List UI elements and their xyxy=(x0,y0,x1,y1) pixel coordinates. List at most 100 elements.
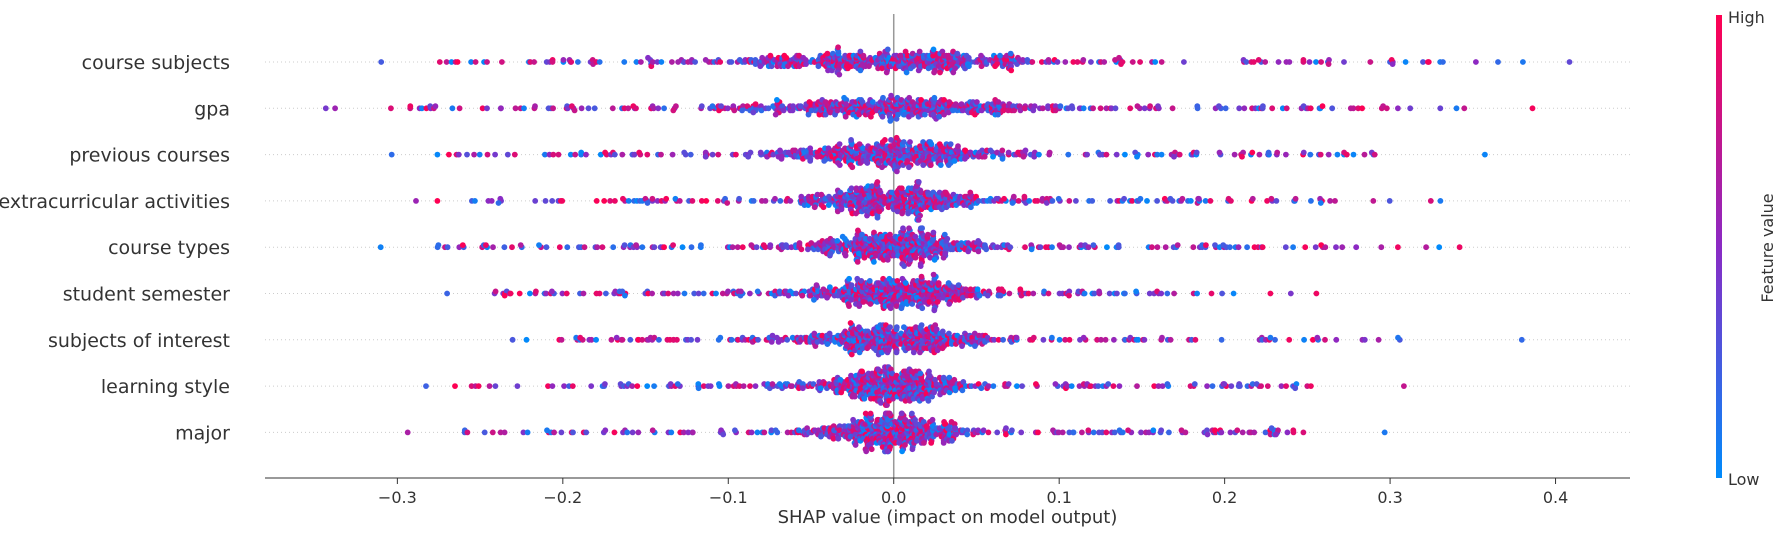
shap-point xyxy=(1319,103,1326,110)
shap-point xyxy=(926,372,933,379)
shap-point xyxy=(654,198,661,204)
shap-point xyxy=(731,107,738,114)
shap-point xyxy=(838,389,845,396)
shap-point xyxy=(909,301,916,307)
shap-point xyxy=(836,141,843,148)
shap-point xyxy=(492,383,499,389)
shap-point xyxy=(941,97,947,103)
shap-point xyxy=(1104,244,1110,251)
shap-point xyxy=(1084,151,1090,158)
shap-point xyxy=(995,111,1001,118)
shap-point xyxy=(1249,149,1256,156)
shap-point xyxy=(560,57,567,63)
shap-point xyxy=(1009,200,1016,206)
shap-point xyxy=(1482,151,1488,158)
shap-point xyxy=(703,198,710,204)
shap-point xyxy=(900,225,906,232)
shap-point xyxy=(1134,103,1141,110)
shap-point xyxy=(1141,336,1148,343)
shap-point xyxy=(1370,198,1377,204)
shap-point xyxy=(1318,59,1324,65)
shap-point xyxy=(871,229,877,236)
shap-point xyxy=(1278,383,1285,389)
shap-point xyxy=(962,155,968,162)
shap-point xyxy=(946,330,952,337)
shap-point xyxy=(558,336,565,343)
shap-point xyxy=(611,151,618,158)
shap-point xyxy=(588,336,595,343)
shap-point xyxy=(912,233,919,240)
shap-point xyxy=(757,63,764,70)
shap-point xyxy=(611,429,618,436)
shap-point xyxy=(1383,105,1390,112)
shap-point xyxy=(752,383,759,389)
shap-point xyxy=(931,69,937,76)
shap-point xyxy=(910,395,917,402)
shap-point xyxy=(658,151,664,158)
shap-point xyxy=(1129,198,1135,204)
shap-point xyxy=(681,149,688,156)
shap-point xyxy=(1103,151,1110,158)
shap-point xyxy=(523,336,530,343)
shap-point xyxy=(663,195,670,202)
shap-point xyxy=(332,105,338,112)
shap-point xyxy=(846,303,852,309)
shap-point xyxy=(536,242,542,249)
shap-point xyxy=(1162,244,1169,251)
shap-point xyxy=(1102,336,1109,343)
shap-point xyxy=(444,244,451,251)
shap-point xyxy=(1013,334,1020,341)
shap-point xyxy=(504,151,511,158)
shap-point xyxy=(767,242,774,249)
shap-point xyxy=(888,137,894,143)
shap-point xyxy=(1031,153,1038,160)
shap-point xyxy=(918,322,925,328)
shap-point xyxy=(906,225,912,232)
shap-point xyxy=(670,107,677,114)
shap-point xyxy=(718,103,724,110)
shap-point xyxy=(1098,336,1104,343)
shap-point xyxy=(882,137,888,143)
shap-point xyxy=(1302,244,1309,251)
shap-point xyxy=(633,59,640,65)
shap-point xyxy=(925,231,931,238)
shap-point xyxy=(1164,381,1171,387)
shap-point xyxy=(1057,103,1064,110)
shap-point xyxy=(927,139,934,145)
shap-point xyxy=(910,278,917,284)
shap-point xyxy=(1193,149,1200,156)
shap-point xyxy=(1241,105,1248,112)
shap-point xyxy=(1020,153,1027,160)
shap-point xyxy=(1228,383,1235,389)
shap-point xyxy=(464,429,471,436)
shap-point xyxy=(556,244,563,251)
shap-point xyxy=(1159,334,1165,341)
shap-point xyxy=(952,65,958,72)
shap-point xyxy=(550,105,556,112)
shap-point xyxy=(734,244,741,251)
shap-point xyxy=(1064,383,1071,389)
shap-point xyxy=(512,105,519,112)
shap-point xyxy=(495,200,502,206)
shap-point xyxy=(520,429,527,436)
shap-point xyxy=(767,52,774,59)
shap-point xyxy=(1436,244,1443,251)
shap-point xyxy=(887,118,894,124)
shap-point xyxy=(1045,57,1052,63)
shap-point xyxy=(1045,290,1052,297)
shap-point xyxy=(811,296,817,303)
shap-point xyxy=(1014,61,1020,67)
shap-point xyxy=(761,429,768,436)
shap-point xyxy=(501,429,508,436)
shap-point xyxy=(593,336,599,343)
shap-point xyxy=(765,105,772,112)
shap-point xyxy=(830,435,837,442)
shap-point xyxy=(750,198,757,204)
shap-point xyxy=(995,336,1002,343)
shap-point xyxy=(1171,290,1177,297)
shap-point xyxy=(842,252,849,259)
shap-point xyxy=(1000,336,1006,343)
shap-point xyxy=(1010,193,1017,200)
shap-point xyxy=(1095,383,1102,389)
shap-point xyxy=(898,52,905,59)
